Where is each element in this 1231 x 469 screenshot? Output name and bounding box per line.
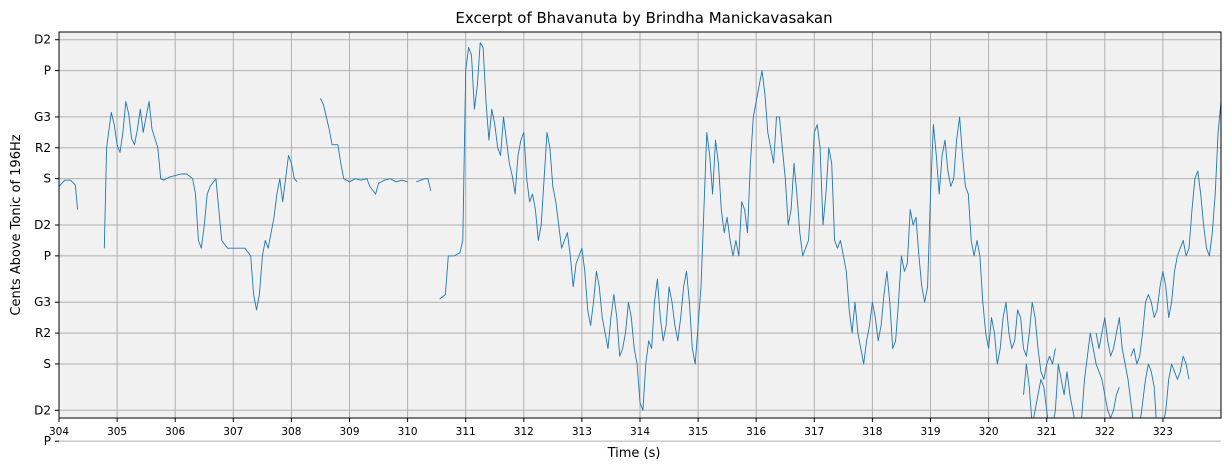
x-tick-label: 308 bbox=[281, 426, 301, 438]
x-tick-label: 316 bbox=[746, 426, 766, 438]
y-tick-label: P bbox=[44, 64, 51, 78]
x-tick-label: 313 bbox=[572, 426, 592, 438]
chart-title: Excerpt of Bhavanuta by Brindha Manickav… bbox=[455, 9, 832, 27]
pitch-series bbox=[59, 42, 1221, 418]
pitch-line-segment bbox=[416, 178, 432, 192]
x-tick-label: 318 bbox=[862, 426, 882, 438]
pitch-line-segment bbox=[1130, 96, 1221, 365]
x-tick-label: 317 bbox=[804, 426, 824, 438]
x-tick-label: 312 bbox=[514, 426, 534, 438]
pitch-line-segment bbox=[319, 98, 408, 195]
y-tick-label: R2 bbox=[35, 141, 51, 155]
y-tick-label: D2 bbox=[34, 218, 51, 232]
x-tick-label: 311 bbox=[456, 426, 476, 438]
x-tick-label: 309 bbox=[339, 426, 359, 438]
x-tick-label: 305 bbox=[107, 426, 127, 438]
pitch-line-segment bbox=[1023, 332, 1120, 418]
x-tick-label: 310 bbox=[398, 426, 418, 438]
axis-ticks: 304 305 306 307 308 309 310 311 312 313 314 315 316 3… bbox=[34, 33, 1173, 448]
y-tick-label: P bbox=[44, 249, 51, 263]
y-tick-label: D2 bbox=[34, 403, 51, 417]
x-tick-label: 320 bbox=[979, 426, 999, 438]
x-tick-label: 315 bbox=[688, 426, 708, 438]
y-tick-label: G3 bbox=[34, 110, 51, 124]
y-tick-label: G3 bbox=[34, 295, 51, 309]
pitch-line-segment bbox=[439, 42, 1056, 411]
x-tick-label: 321 bbox=[1037, 426, 1057, 438]
pitch-line-segment bbox=[1095, 317, 1190, 418]
x-tick-label: 306 bbox=[165, 426, 185, 438]
y-axis-title: Cents Above Tonic of 196Hz bbox=[9, 134, 24, 315]
x-tick-label: 307 bbox=[223, 426, 243, 438]
y-tick-label: D2 bbox=[34, 33, 51, 47]
x-tick-label: 304 bbox=[49, 426, 69, 438]
x-tick-label: 322 bbox=[1095, 426, 1115, 438]
pitch-line-segment bbox=[103, 101, 298, 311]
y-tick-label: S bbox=[43, 172, 51, 186]
pitch-line-segment bbox=[59, 179, 79, 210]
x-axis-title: Time (s) bbox=[607, 446, 661, 461]
x-tick-label: 323 bbox=[1153, 426, 1173, 438]
y-tick-label: R2 bbox=[35, 326, 51, 340]
grid-lines bbox=[58, 32, 1221, 442]
x-tick-label: 319 bbox=[920, 426, 940, 438]
x-tick-label: 314 bbox=[630, 426, 650, 438]
y-tick-label: S bbox=[43, 357, 51, 371]
y-tick-label: P bbox=[44, 434, 51, 448]
